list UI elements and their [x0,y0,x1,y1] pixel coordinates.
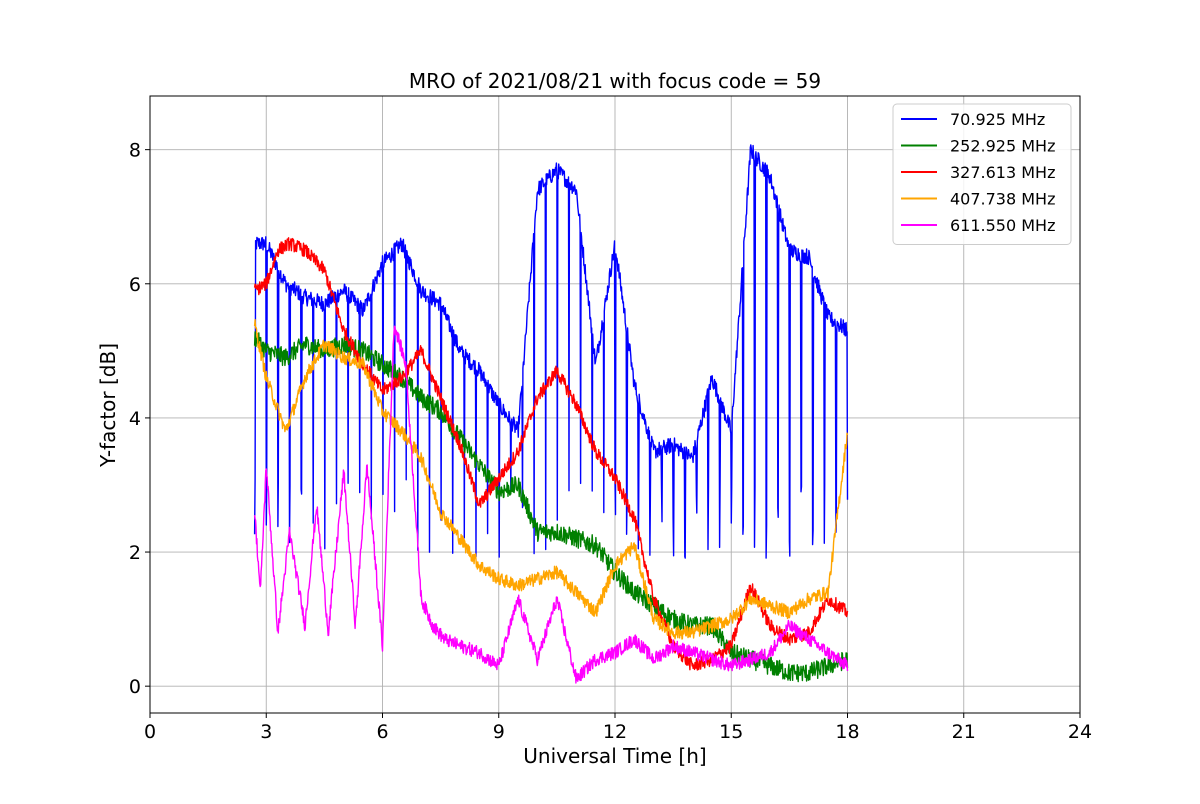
y-tick-label: 8 [129,140,141,162]
x-tick-label: 6 [376,721,388,743]
legend-label: 327.613 MHz [950,163,1055,182]
series-line [253,237,849,671]
legend-label: 611.550 MHz [950,216,1055,235]
x-tick-label: 24 [1068,721,1092,743]
chart-title: MRO of 2021/08/21 with focus code = 59 [409,69,821,93]
x-tick-label: 15 [719,721,743,743]
series-line [253,325,849,684]
series-line [253,319,849,640]
x-tick-label: 21 [952,721,976,743]
y-tick-label: 6 [129,274,141,296]
y-tick-label: 4 [129,408,141,430]
x-tick-label: 9 [493,721,505,743]
plot-lines [253,144,849,684]
legend-box [892,103,1072,245]
y-axis-label: Y-factor [dB] [96,343,120,468]
y-tick-label: 2 [129,542,141,564]
y-axis: 0 2 4 6 8 [129,140,150,698]
x-tick-label: 18 [835,721,859,743]
x-axis-label: Universal Time [h] [523,744,706,768]
series-line [253,144,849,559]
legend-label: 407.738 MHz [950,190,1055,209]
x-tick-label: 3 [260,721,272,743]
x-tick-label: 0 [144,721,156,743]
y-tick-label: 0 [129,676,141,698]
x-axis: 0 3 6 9 12 15 18 21 24 [144,713,1092,743]
legend: 70.925 MHz 252.925 MHz 327.613 MHz 407.738 … [892,103,1072,245]
legend-label: 252.925 MHz [950,137,1055,156]
x-tick-label: 12 [603,721,627,743]
legend-label: 70.925 MHz [950,110,1045,129]
